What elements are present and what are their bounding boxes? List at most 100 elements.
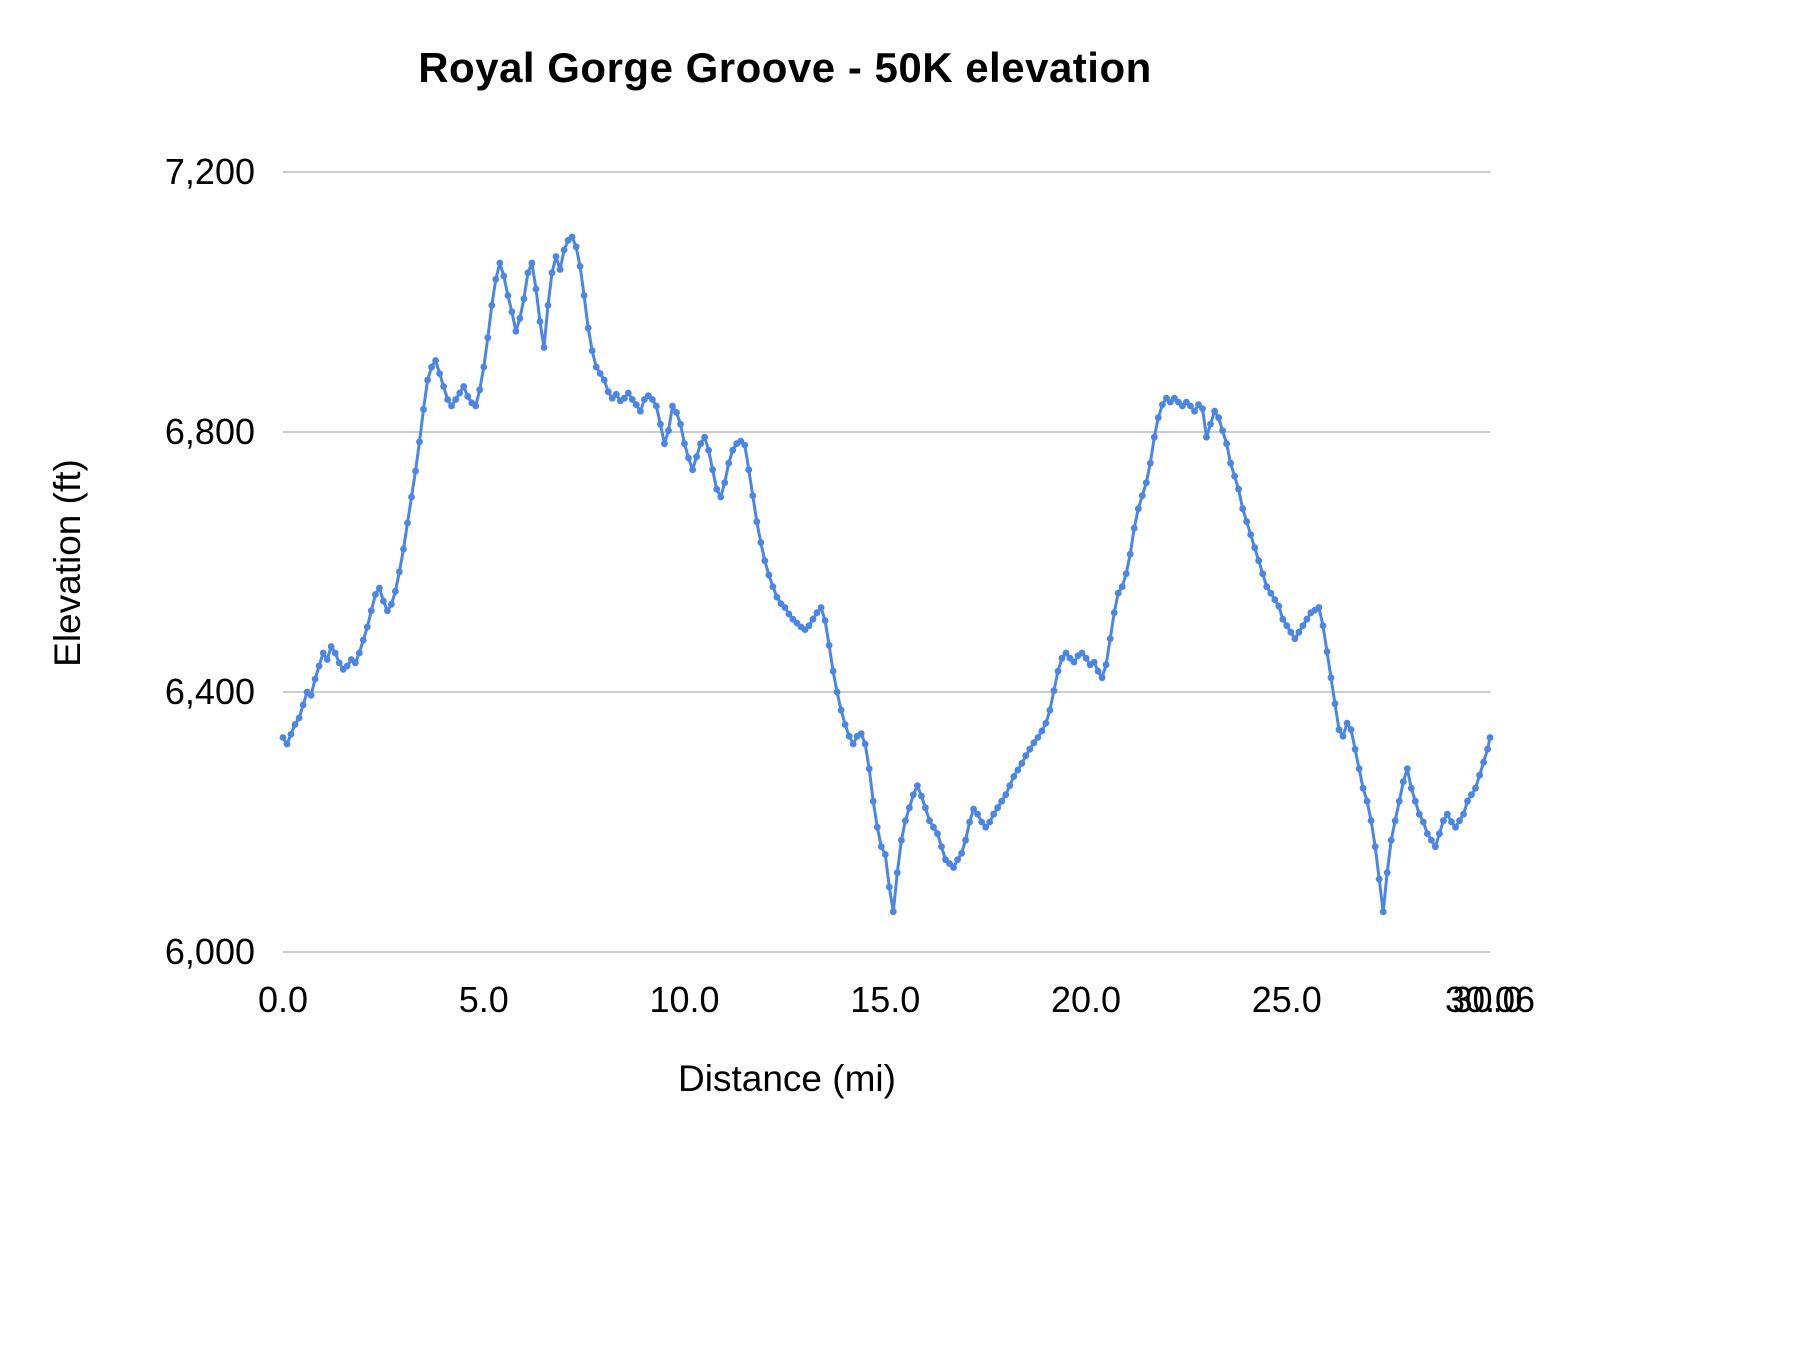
data-point-marker <box>367 607 375 615</box>
data-point-marker <box>1191 407 1198 415</box>
data-point-marker <box>697 440 704 448</box>
data-point-marker <box>709 466 716 474</box>
data-point-marker <box>821 617 829 624</box>
data-point-marker <box>1411 797 1419 805</box>
data-point-marker <box>1476 771 1483 779</box>
data-point-marker <box>926 817 933 825</box>
data-point-marker <box>1046 706 1054 714</box>
data-point-marker <box>934 830 941 838</box>
data-point-marker <box>1146 459 1154 467</box>
data-point-marker <box>1415 810 1423 818</box>
data-point-marker <box>327 643 335 650</box>
data-point-marker <box>480 363 488 371</box>
data-point-marker <box>331 649 339 657</box>
data-point-marker <box>452 396 460 403</box>
data-point-marker <box>1387 836 1395 844</box>
x-tick-label: 30.0 <box>1452 979 1523 1020</box>
data-point-marker <box>1219 427 1226 435</box>
data-point-marker <box>685 454 692 462</box>
data-point-marker <box>307 691 315 699</box>
data-point-marker <box>1114 589 1122 597</box>
data-point-marker <box>520 295 528 303</box>
data-point-marker <box>1347 726 1355 734</box>
data-point-marker <box>906 804 913 812</box>
data-point-marker <box>1460 810 1467 818</box>
data-point-marker <box>805 622 813 630</box>
data-point-marker <box>1287 628 1295 636</box>
data-point-marker <box>813 609 821 617</box>
data-point-marker <box>1231 472 1238 480</box>
data-point-marker <box>990 810 998 818</box>
data-point-marker <box>1371 843 1379 851</box>
data-point-marker <box>1058 654 1066 662</box>
data-point-marker <box>283 740 291 748</box>
data-point-marker <box>500 272 508 280</box>
data-point-marker <box>1034 734 1042 741</box>
data-point-marker <box>416 438 423 446</box>
data-point-marker <box>1464 797 1471 805</box>
data-point-marker <box>484 334 492 342</box>
data-point-marker <box>1448 818 1455 826</box>
data-point-marker <box>1211 407 1218 415</box>
data-point-marker <box>1428 836 1435 844</box>
data-point-marker <box>1110 609 1118 617</box>
data-point-marker <box>986 818 994 826</box>
data-point-marker <box>877 843 885 851</box>
data-point-marker <box>1090 658 1098 666</box>
x-tick-label: 20.0 <box>1051 979 1122 1020</box>
data-point-marker <box>596 370 604 377</box>
data-point-marker <box>572 243 580 251</box>
data-point-marker <box>1203 433 1210 441</box>
data-point-marker <box>632 401 640 409</box>
data-point-marker <box>809 615 817 623</box>
data-point-marker <box>1327 674 1335 682</box>
x-tick-label: 5.0 <box>458 979 509 1020</box>
data-point-marker <box>869 797 877 805</box>
data-point-marker <box>444 396 451 403</box>
data-point-marker <box>1010 773 1018 780</box>
data-point-marker <box>881 851 889 858</box>
x-axis-title: Distance (mi) <box>678 1058 896 1099</box>
data-point-marker <box>355 649 363 657</box>
data-point-marker <box>1150 433 1158 441</box>
x-tick-label: 15.0 <box>850 979 921 1020</box>
data-point-marker <box>1235 485 1242 493</box>
data-point-marker <box>1130 524 1138 532</box>
data-point-marker <box>496 259 504 267</box>
data-point-marker <box>661 440 668 448</box>
data-point-marker <box>408 493 415 501</box>
data-point-marker <box>1094 667 1102 675</box>
data-point-marker <box>910 791 917 799</box>
data-point-marker <box>384 607 391 615</box>
data-point-marker <box>1062 649 1070 657</box>
data-point-marker <box>1303 615 1311 623</box>
data-point-marker <box>1006 782 1014 789</box>
data-point-marker <box>1271 596 1279 604</box>
data-point-marker <box>1436 830 1443 838</box>
data-point-marker <box>1399 778 1407 786</box>
data-point-marker <box>930 823 937 831</box>
data-point-marker <box>693 453 700 461</box>
data-point-marker <box>323 656 331 663</box>
data-point-marker <box>1118 583 1126 591</box>
data-point-marker <box>922 804 929 812</box>
data-point-marker <box>781 604 789 611</box>
data-point-marker <box>612 390 620 398</box>
data-point-marker <box>1251 544 1259 552</box>
data-point-marker <box>1267 589 1275 597</box>
data-point-marker <box>817 604 825 611</box>
data-point-marker <box>351 659 359 667</box>
data-point-marker <box>464 392 472 400</box>
data-point-marker <box>1323 648 1331 656</box>
data-point-marker <box>1098 674 1106 682</box>
data-point-marker <box>665 427 672 435</box>
data-point-marker <box>1154 414 1162 422</box>
x-tick-label: 25.0 <box>1251 979 1322 1020</box>
data-point-marker <box>1315 604 1323 611</box>
data-point-marker <box>376 584 383 592</box>
data-point-marker <box>1215 414 1222 422</box>
data-point-marker <box>669 402 676 410</box>
data-point-marker <box>392 587 399 595</box>
data-point-marker <box>476 386 484 394</box>
data-point-marker <box>677 420 684 428</box>
